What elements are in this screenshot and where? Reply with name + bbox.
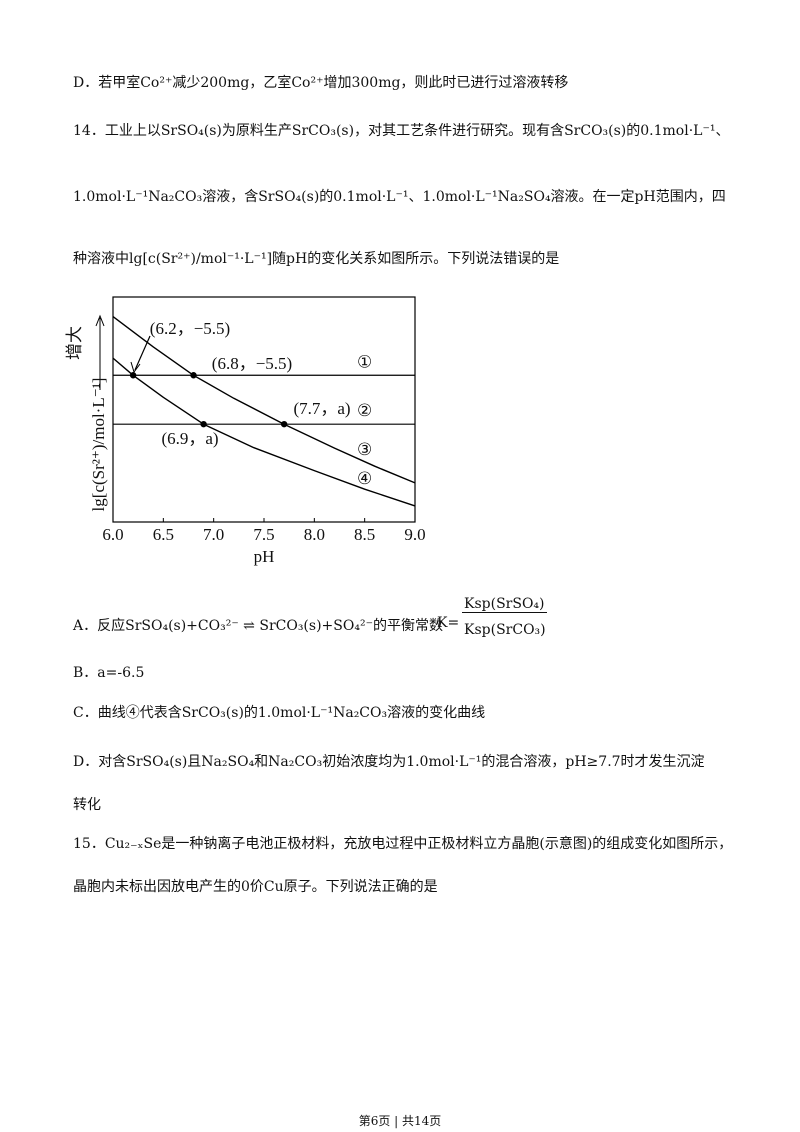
option: B．a=-6.5 bbox=[73, 665, 145, 681]
footer: 第6页 | 共14页 bbox=[358, 1114, 442, 1128]
x-tick-label: 8.0 bbox=[304, 525, 325, 544]
fraction-numerator: Ksp(SrSO₄) bbox=[462, 596, 547, 613]
point bbox=[200, 420, 207, 428]
option: D．对含SrSO₄(s)且Na₂SO₄和Na₂CO₃初始浓度均为1.0mol·L… bbox=[73, 754, 705, 770]
curve-label: ④ bbox=[357, 469, 372, 488]
point-label: (7.7，a) bbox=[293, 399, 350, 418]
text-line: 14．工业上以SrSO₄(s)为原料生产SrCO₃(s)，对其工艺条件进行研究。… bbox=[73, 123, 730, 139]
callout-arrow bbox=[134, 335, 151, 371]
text-line: 种溶液中lg[c(Sr²⁺)/mol⁻¹·L⁻¹]随pH的变化关系如图所示。下列… bbox=[73, 251, 560, 267]
point bbox=[190, 372, 197, 379]
x-tick-label: 6.5 bbox=[153, 525, 174, 544]
reference-line-label: ① bbox=[357, 352, 372, 371]
point bbox=[129, 372, 137, 379]
curve bbox=[112, 316, 416, 484]
x-axis-label: pH bbox=[254, 547, 275, 566]
x-tick-label: 9.0 bbox=[404, 525, 425, 544]
callout-arrow-head bbox=[130, 361, 141, 374]
point bbox=[280, 420, 288, 428]
reference-line-label: ② bbox=[357, 401, 372, 420]
option: 转化 bbox=[73, 797, 101, 813]
curve bbox=[112, 357, 416, 507]
option: C．曲线④代表含SrCO₃(s)的1.0mol·L⁻¹Na₂CO₃溶液的变化曲线 bbox=[73, 705, 486, 721]
y-arrow-head bbox=[95, 314, 105, 327]
point-label: (6.2，−5.5) bbox=[150, 319, 230, 338]
option: A．反应SrSO₄(s)+CO₃²⁻ ⇌ SrCO₃(s)+SO₄²⁻的平衡常数 bbox=[73, 618, 443, 634]
question: 15．Cu₂₋ₓSe是一种钠离子电池正极材料，充放电过程中正极材料立方晶胞(示意… bbox=[73, 836, 733, 852]
point-label: (6.8，−5.5) bbox=[212, 354, 292, 373]
text-line: D．若甲室Co²⁺减少200mg，乙室Co²⁺增加300mg，则此时已进行过溶液… bbox=[73, 75, 569, 91]
x-tick-label: 6.0 bbox=[102, 525, 123, 544]
fraction-denominator: Ksp(SrCO₃) bbox=[464, 622, 546, 638]
formula: K= bbox=[437, 615, 460, 631]
text-line: 1.0mol·L⁻¹Na₂CO₃溶液，含SrSO₄(s)的0.1mol·L⁻¹、… bbox=[73, 189, 726, 205]
question: 晶胞内未标出因放电产生的0价Cu原子。下列说法正确的是 bbox=[73, 879, 438, 895]
point-label: (6.9，a) bbox=[161, 429, 218, 448]
y-direction-label: 增大 bbox=[65, 326, 84, 360]
x-tick-label: 7.5 bbox=[253, 525, 274, 544]
x-tick-label: 7.0 bbox=[203, 525, 224, 544]
y-axis-label: lg[c(Sr²⁺)/mol·L⁻¹] bbox=[89, 378, 108, 512]
curve-label: ③ bbox=[357, 440, 372, 459]
x-tick-label: 8.5 bbox=[354, 525, 375, 544]
chart: 6.0 6.5 7.0 7.5 8.0 8.5 9.0 pH lg[c(Sr²⁺)/mol·L⁻… bbox=[65, 296, 426, 566]
